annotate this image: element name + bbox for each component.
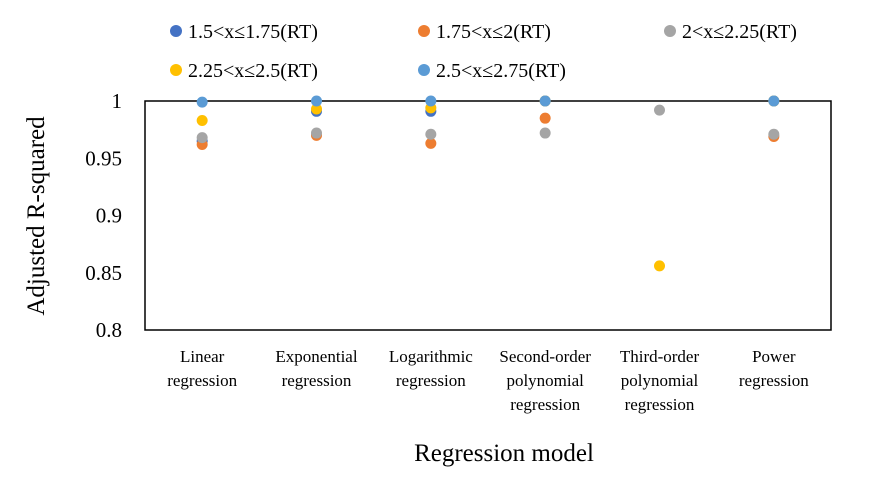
legend-marker [418,64,430,76]
y-tick-label: 1 [112,89,123,113]
legend-item: 1.5<x≤1.75(RT) [170,21,318,43]
x-category-label: Logarithmic regression [389,347,473,390]
y-tick-label: 0.8 [96,318,122,342]
legend-item: 1.75<x≤2(RT) [418,21,551,43]
legend-item: 2<x≤2.25(RT) [664,21,797,43]
data-point [654,104,665,116]
x-category-label: Third-order polynomial regression [620,347,700,414]
x-category-label-line: Exponential [275,347,357,366]
data-point [539,95,551,107]
data-point [311,127,322,139]
data-point [425,137,437,149]
x-category-label-line: Linear [180,347,225,366]
data-point [654,260,665,272]
data-points [196,95,780,272]
x-category-label-line: regression [167,371,237,390]
legend-marker [170,64,182,76]
legend-label: 2.5<x≤2.75(RT) [436,60,566,82]
legend-label: 2<x≤2.25(RT) [682,21,797,43]
y-tick-label: 0.9 [96,204,122,228]
x-category-label-line: regression [739,371,809,390]
data-point [768,95,780,107]
data-point [425,95,437,107]
legend-marker [170,25,182,37]
legend-marker [418,25,430,37]
legend-label: 2.25<x≤2.5(RT) [188,60,318,82]
x-category-label-line: regression [510,395,580,414]
legend-item: 2.25<x≤2.5(RT) [170,60,318,82]
series-points [196,104,780,144]
x-category-label: Power regression [739,347,809,390]
x-category-label-line: regression [282,371,352,390]
x-axis-title: Regression model [414,440,594,467]
series-points [196,95,780,108]
data-point [539,112,551,124]
legend-label: 1.75<x≤2(RT) [436,21,551,43]
y-axis-ticks: 0.8 0.85 0.9 0.95 1 [85,89,122,342]
x-category-label: Second-order polynomial regression [499,347,591,414]
x-category-label-line: regression [625,395,695,414]
data-point [539,127,551,139]
x-category-label-line: Third-order [620,347,700,366]
y-axis-title: Adjusted R-squared [23,116,50,316]
legend: 1.5<x≤1.75(RT) 1.75<x≤2(RT) 2<x≤2.25(RT) 2.… [170,21,797,82]
data-point [196,114,208,126]
x-category-label-line: Power [752,347,796,366]
plot-area [144,100,832,331]
y-tick-label: 0.95 [85,146,122,170]
x-category-label-line: Second-order [499,347,591,366]
x-category-label-line: regression [396,371,466,390]
y-tick-label: 0.85 [85,261,122,285]
x-category-label-line: polynomial [506,371,584,390]
data-point [768,128,780,140]
data-point [311,95,322,107]
x-axis-categories: LinearregressionExponentialregressionLog… [167,347,809,414]
x-category-label-line: polynomial [621,371,699,390]
data-point [196,96,208,108]
data-point [425,128,437,140]
data-point [196,132,208,144]
legend-label: 1.5<x≤1.75(RT) [188,21,318,43]
x-category-label: Linear regression [167,347,237,390]
legend-marker [664,25,676,37]
x-category-label: Exponential regression [275,347,357,390]
x-category-label-line: Logarithmic [389,347,473,366]
legend-item: 2.5<x≤2.75(RT) [418,60,566,82]
data-point [311,103,322,115]
